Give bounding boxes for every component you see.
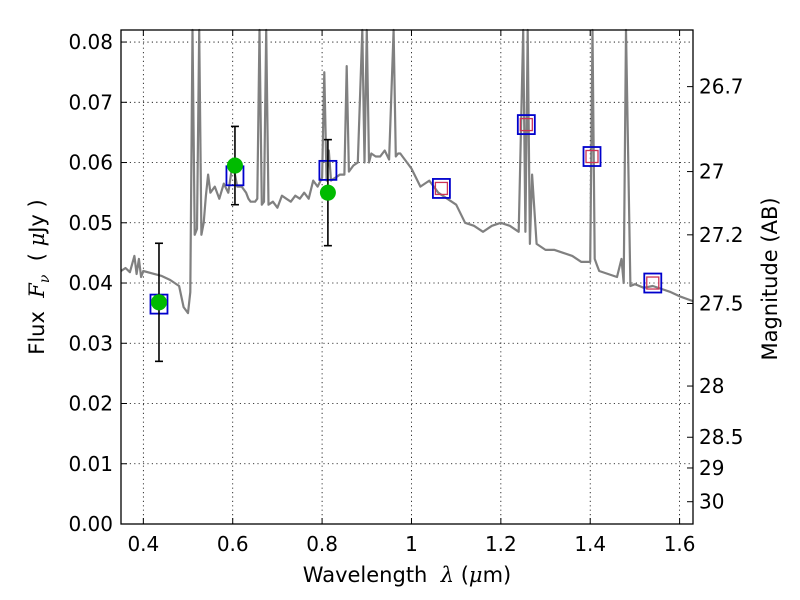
y2-tick-label: 27.5	[699, 292, 744, 316]
y-tick-label: 0.04	[68, 271, 113, 295]
model-point	[432, 178, 451, 199]
y2-axis-label: Magnitude (AB)	[758, 197, 782, 360]
x-tick-label: 0.4	[127, 532, 159, 556]
y2-tick-label: 29	[699, 456, 724, 480]
x-tick-label: 1	[405, 532, 418, 556]
y-tick-label: 0.06	[68, 151, 113, 175]
y-tick-label: 0.08	[68, 30, 113, 54]
y2-tick-label: 26.7	[699, 75, 744, 99]
y2-tick-label: 28.5	[699, 425, 744, 449]
y2-tick-label: 30	[699, 490, 724, 514]
upper-limit-point	[585, 149, 599, 164]
x-tick-label: 1.2	[485, 532, 517, 556]
x-axis-label: Wavelength λ (μm)	[303, 563, 511, 587]
y2-tick-label: 27	[699, 160, 724, 184]
grid-lines	[121, 30, 693, 525]
observed-point	[226, 157, 243, 174]
y2-tick-label: 28	[699, 374, 724, 398]
y-tick-label: 0.05	[68, 211, 113, 235]
y-tick-label: 0.00	[68, 512, 113, 536]
observed-point	[150, 294, 167, 311]
spectrum-line	[120, 28, 694, 315]
model-point	[516, 114, 536, 135]
y-tick-label: 0.07	[68, 90, 113, 114]
x-tick-labels: 0.4 0.6 0.8 1 1.2 1.4 1.6	[127, 532, 695, 556]
y2-tick-labels: 26.7 27 27.2 27.5 28 28.5 29 30	[699, 75, 744, 514]
x-tick-label: 1.6	[664, 532, 696, 556]
y-tick-label: 0.03	[68, 331, 113, 355]
y-axis-label: Flux Fν ( μJy )	[25, 199, 53, 354]
y-tick-label: 0.02	[68, 392, 113, 416]
upper-limit-point	[646, 276, 660, 290]
model-point	[643, 272, 663, 294]
y-tick-label: 0.01	[68, 452, 113, 476]
upper-limit-point	[519, 117, 533, 132]
plot-frame	[120, 29, 694, 525]
axis-ticks	[121, 30, 693, 525]
x-tick-label: 0.6	[217, 532, 249, 556]
model-point	[582, 146, 602, 167]
upper-limit-point	[434, 181, 449, 196]
plot-content	[120, 28, 694, 363]
y2-tick-label: 27.2	[699, 223, 744, 247]
y-tick-labels: 0.00 0.01 0.02 0.03 0.04 0.05 0.06 0.07 0.08	[68, 30, 113, 536]
x-tick-label: 0.8	[306, 532, 338, 556]
x-tick-label: 1.4	[574, 532, 606, 556]
observed-point	[319, 184, 336, 201]
